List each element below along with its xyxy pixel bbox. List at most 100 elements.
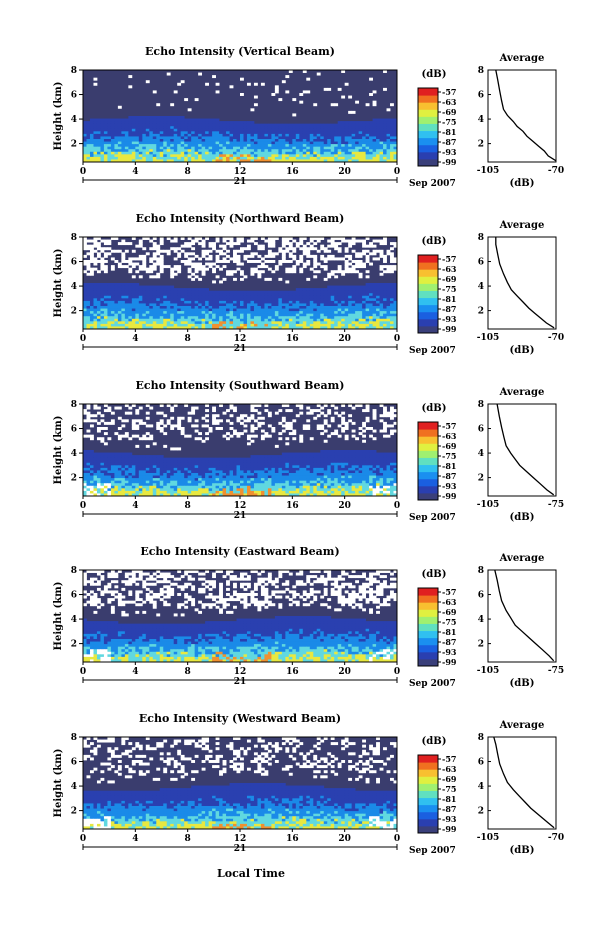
heatmap-cell <box>128 75 133 79</box>
heatmap-cell <box>124 156 129 160</box>
heatmap-cell <box>337 414 342 418</box>
heatmap-cell <box>264 306 269 309</box>
heatmap-cell <box>103 421 108 425</box>
heatmap-cell <box>376 311 380 315</box>
heatmap-cell <box>246 311 251 315</box>
heatmap-cell <box>358 128 363 132</box>
heatmap-cell <box>281 419 286 423</box>
heatmap-cell <box>163 300 168 304</box>
heatmap-cell <box>278 151 283 155</box>
heatmap-cell <box>229 293 234 297</box>
heatmap-cell <box>355 316 360 320</box>
heatmap-cell <box>89 136 94 140</box>
heatmap-cell <box>281 321 286 325</box>
heatmap-cell <box>103 141 108 145</box>
heatmap-cell <box>383 136 387 140</box>
heatmap-cell <box>149 437 154 441</box>
heatmap-cell <box>124 139 129 142</box>
heatmap-cell <box>128 457 133 461</box>
heatmap-cell <box>330 159 335 163</box>
heatmap-cell <box>393 146 398 150</box>
heatmap-cell <box>187 267 192 271</box>
heatmap-cell <box>313 247 318 251</box>
heatmap-cell <box>365 465 370 469</box>
heatmap-cell <box>320 149 325 153</box>
heatmap-cell <box>390 455 394 459</box>
heatmap-cell <box>295 151 300 155</box>
heatmap-cell <box>264 149 269 153</box>
heatmap-cell <box>250 252 255 256</box>
heatmap-cell <box>267 298 272 302</box>
heatmap-cell <box>383 311 387 315</box>
heatmap-cell <box>369 313 373 317</box>
heatmap-cell <box>142 300 147 304</box>
heatmap-cell <box>250 311 255 315</box>
heatmap-cell <box>152 121 157 125</box>
heatmap-cell <box>145 473 150 476</box>
heatmap-cell <box>316 139 321 142</box>
heatmap-cell <box>295 452 300 456</box>
heatmap-cell <box>149 126 154 130</box>
heatmap-cell <box>89 295 94 299</box>
heatmap-cell <box>93 295 98 299</box>
heatmap-cell <box>89 424 94 428</box>
heatmap-cell <box>163 285 168 289</box>
heatmap-cell <box>124 136 129 140</box>
heatmap-cell <box>292 295 297 299</box>
heatmap-cell <box>278 321 283 325</box>
heatmap-cell <box>323 126 328 130</box>
heatmap-cell <box>278 300 283 304</box>
heatmap-cell <box>201 473 206 476</box>
heatmap-cell <box>163 295 168 299</box>
heatmap-cell <box>173 326 178 330</box>
heatmap-cell <box>358 316 363 320</box>
heatmap-cell <box>212 270 216 274</box>
heatmap-cell <box>159 321 164 325</box>
heatmap-cell <box>114 323 119 327</box>
heatmap-cell <box>383 254 387 258</box>
heatmap-cell <box>240 239 244 243</box>
heatmap-cell <box>369 467 373 471</box>
heatmap-cell <box>156 260 161 263</box>
heatmap-cell <box>205 121 209 125</box>
heatmap-cell <box>208 290 213 294</box>
heatmap-cell <box>240 277 244 281</box>
heatmap-cell <box>240 473 244 476</box>
heatmap-cell <box>386 326 391 330</box>
heatmap-cell <box>121 452 126 456</box>
heatmap-cell <box>86 146 91 150</box>
heatmap-cell <box>379 465 384 469</box>
heatmap-cell <box>369 156 373 160</box>
heatmap-cell <box>344 128 349 132</box>
heatmap-cell <box>138 244 143 248</box>
heatmap-cell <box>285 442 290 446</box>
heatmap-cell <box>271 239 276 243</box>
heatmap-cell <box>93 159 98 163</box>
heatmap-cell <box>372 149 377 153</box>
heatmap-cell <box>96 313 101 317</box>
heatmap-cell <box>152 144 157 148</box>
heatmap-cell <box>299 321 304 325</box>
heatmap-cell <box>351 429 356 433</box>
heatmap-cell <box>187 262 192 266</box>
heatmap-cell <box>344 311 349 315</box>
heatmap-cell <box>285 141 290 145</box>
heatmap-cell <box>219 313 223 317</box>
heatmap-cell <box>229 306 234 309</box>
heatmap-cell <box>128 121 133 125</box>
heatmap-cell <box>149 323 154 327</box>
heatmap-cell <box>159 131 164 135</box>
heatmap-cell <box>379 300 384 304</box>
heatmap-cell <box>170 285 175 289</box>
heatmap-cell <box>86 321 91 325</box>
heatmap-cell <box>159 144 164 148</box>
heatmap-cell <box>344 133 349 137</box>
heatmap-cell <box>337 455 342 459</box>
heatmap-cell <box>337 87 342 91</box>
heatmap-cell <box>159 421 164 425</box>
heatmap-cell <box>107 126 112 130</box>
heatmap-cell <box>330 306 335 309</box>
heatmap-cell <box>201 295 206 299</box>
heatmap-cell <box>83 465 87 469</box>
heatmap-cell <box>187 434 192 438</box>
